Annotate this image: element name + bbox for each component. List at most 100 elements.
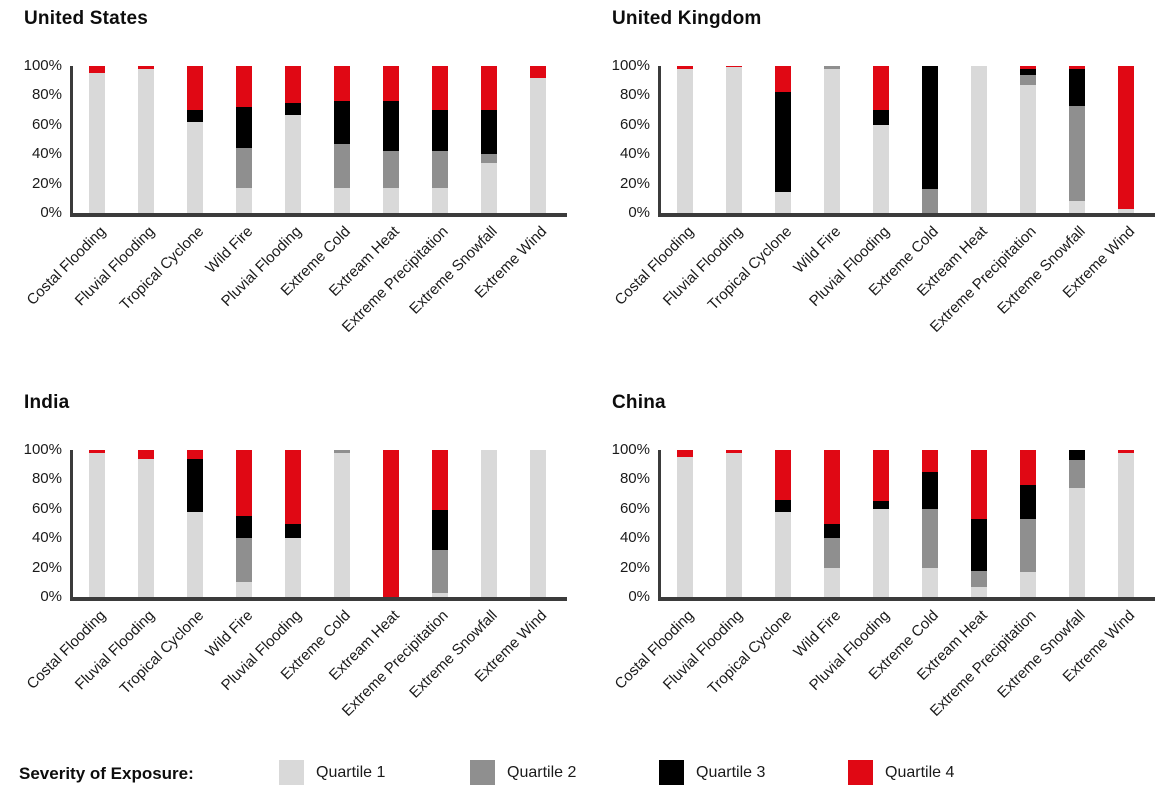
segment-quartile-2 xyxy=(432,549,448,593)
y-axis: 100% 80% 60% 40% 20% 0% xyxy=(22,58,66,221)
segment-quartile-2 xyxy=(432,151,448,189)
y-tick-label: 100% xyxy=(611,57,650,74)
segment-quartile-1 xyxy=(285,538,301,597)
segment-quartile-1 xyxy=(285,114,301,213)
segment-quartile-4 xyxy=(432,66,448,111)
legend-title: Severity of Exposure: xyxy=(19,764,194,783)
y-tick-label: 40% xyxy=(619,145,650,163)
bar-extream-heat xyxy=(383,450,399,597)
segment-quartile-4 xyxy=(1020,450,1036,486)
y-axis: 100% 80% 60% 40% 20% 0% xyxy=(610,58,654,221)
chart-title-china: China xyxy=(612,392,666,413)
chart-panel-india: India 100% 80% 60% 40% 20% 0% Costal Flooding… xyxy=(0,384,588,752)
segment-quartile-1 xyxy=(89,452,105,597)
chart-title-united-kingdom: United Kingdom xyxy=(612,8,762,29)
segment-quartile-2 xyxy=(922,508,938,568)
segment-quartile-4 xyxy=(187,450,203,459)
bar-fluvial-flooding xyxy=(138,450,154,597)
segment-quartile-1 xyxy=(89,73,105,213)
segment-quartile-4 xyxy=(1020,66,1036,69)
segment-quartile-4 xyxy=(922,450,938,473)
segment-quartile-3 xyxy=(236,516,252,539)
segment-quartile-1 xyxy=(530,77,546,213)
segment-quartile-2 xyxy=(1069,105,1085,202)
legend-swatch-quartile-4 xyxy=(848,760,873,785)
y-tick-label: 0% xyxy=(40,588,62,605)
segment-quartile-2 xyxy=(236,538,252,583)
segment-quartile-2 xyxy=(971,570,987,587)
bar-extream-heat xyxy=(971,66,987,213)
y-tick-label: 40% xyxy=(31,529,62,547)
segment-quartile-3 xyxy=(1069,450,1085,461)
bar-extreme-wind xyxy=(1118,450,1134,597)
y-axis: 100% 80% 60% 40% 20% 0% xyxy=(22,442,66,605)
bar-costal-flooding xyxy=(89,66,105,213)
bar-extreme-cold xyxy=(922,66,938,213)
bar-wild-fire xyxy=(236,66,252,213)
segment-quartile-2 xyxy=(236,148,252,189)
bar-pluvial-flooding xyxy=(873,66,889,213)
bar-costal-flooding xyxy=(677,450,693,597)
y-tick-label: 80% xyxy=(31,470,62,488)
segment-quartile-1 xyxy=(922,567,938,597)
legend-item-quartile-2: Quartile 2 xyxy=(470,760,576,785)
segment-quartile-1 xyxy=(971,66,987,213)
segment-quartile-3 xyxy=(1020,68,1036,75)
segment-quartile-2 xyxy=(824,538,840,568)
legend-swatch-quartile-1 xyxy=(279,760,304,785)
bar-tropical-cyclone xyxy=(775,66,791,213)
plot-area: Costal Flooding Fluvial Flooding Tropical … xyxy=(611,450,1155,720)
legend-item-label: Quartile 4 xyxy=(885,763,955,781)
plot-area: Costal Flooding Fluvial Flooding Tropical … xyxy=(611,66,1155,336)
segment-quartile-1 xyxy=(138,68,154,213)
segment-quartile-2 xyxy=(481,154,497,164)
segment-quartile-4 xyxy=(432,450,448,511)
plot-area: Costal Flooding Fluvial Flooding Tropical … xyxy=(23,66,567,336)
bar-fluvial-flooding xyxy=(726,66,742,213)
bar-extreme-wind xyxy=(530,450,546,597)
bar-wild-fire xyxy=(236,450,252,597)
plot-area: Costal Flooding Fluvial Flooding Tropical … xyxy=(23,450,567,720)
bar-wild-fire xyxy=(824,450,840,597)
x-axis-label: Tropical Cyclone xyxy=(704,607,796,698)
bar-costal-flooding xyxy=(677,66,693,213)
legend: Severity of Exposure: Quartile 1 Quartil… xyxy=(0,752,1176,799)
bar-extreme-cold xyxy=(334,66,350,213)
segment-quartile-4 xyxy=(334,66,350,102)
x-axis-label: Tropical Cyclone xyxy=(116,607,208,698)
segment-quartile-1 xyxy=(1020,572,1036,597)
segment-quartile-3 xyxy=(236,107,252,149)
bar-tropical-cyclone xyxy=(187,66,203,213)
x-axis-label: Extreme Snowfall xyxy=(406,607,502,702)
segment-quartile-4 xyxy=(236,66,252,108)
legend-swatch-quartile-2 xyxy=(470,760,495,785)
bar-extreme-wind xyxy=(1118,66,1134,213)
legend-item-label: Quartile 2 xyxy=(507,763,577,781)
segment-quartile-1 xyxy=(334,452,350,597)
y-tick-label: 60% xyxy=(619,499,650,517)
x-axis-label: Extreme Snowfall xyxy=(406,223,502,318)
segment-quartile-4 xyxy=(138,66,154,69)
y-tick-label: 0% xyxy=(628,588,650,605)
segment-quartile-2 xyxy=(1069,460,1085,489)
segment-quartile-4 xyxy=(285,450,301,524)
x-axis-label: Extreme Snowfall xyxy=(994,223,1090,318)
segment-quartile-4 xyxy=(677,66,693,69)
segment-quartile-1 xyxy=(873,124,889,213)
y-tick-label: 20% xyxy=(619,558,650,576)
segment-quartile-4 xyxy=(677,450,693,458)
segment-quartile-3 xyxy=(432,110,448,152)
segment-quartile-3 xyxy=(775,92,791,193)
segment-quartile-3 xyxy=(432,510,448,550)
bar-extreme-cold xyxy=(334,450,350,597)
segment-quartile-3 xyxy=(873,110,889,125)
chart-title-india: India xyxy=(24,392,70,413)
segment-quartile-3 xyxy=(775,500,791,512)
segment-quartile-1 xyxy=(677,457,693,597)
segment-quartile-3 xyxy=(285,102,301,115)
bar-extreme-precipitation xyxy=(1020,66,1036,213)
segment-quartile-1 xyxy=(236,188,252,213)
bar-fluvial-flooding xyxy=(138,66,154,213)
segment-quartile-1 xyxy=(1118,452,1134,597)
